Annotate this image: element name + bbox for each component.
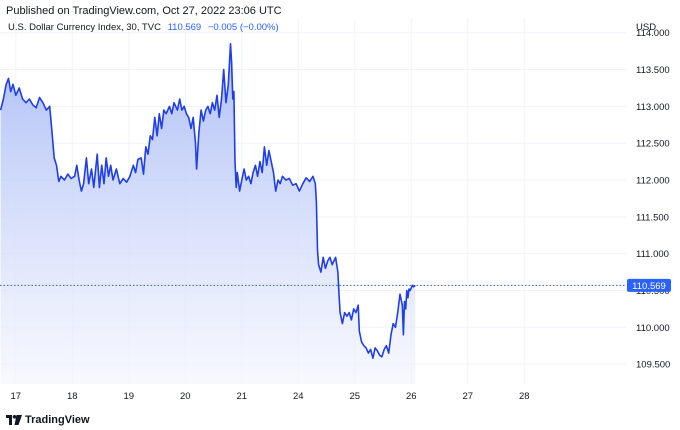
y-tick-label: 113.500 — [636, 65, 670, 76]
y-tick-label: 112.500 — [636, 139, 670, 150]
series-area-fill — [0, 43, 416, 385]
y-tick-label: 113.000 — [636, 102, 670, 113]
y-tick-label: 111.000 — [636, 249, 669, 260]
last-price-tag: 110.569 — [627, 278, 671, 292]
legend-change: −0.005 (−0.00%) — [207, 22, 279, 33]
tradingview-brand: TradingView — [25, 414, 90, 426]
legend-symbol: U.S. Dollar Currency Index, 30, TVC — [8, 22, 161, 33]
x-tick-label: 28 — [519, 391, 530, 402]
last-price-label: 110.569 — [632, 281, 666, 292]
x-tick-label: 18 — [67, 391, 78, 402]
y-axis[interactable]: 109.500110.000110.500111.000111.500112.0… — [636, 28, 670, 370]
tradingview-logo[interactable]: TradingView — [6, 413, 90, 427]
chart-svg: 109.500110.000110.500111.000111.500112.0… — [0, 18, 671, 402]
y-tick-label: 109.500 — [636, 360, 670, 371]
chart-area[interactable]: 109.500110.000110.500111.000111.500112.0… — [0, 18, 680, 410]
x-axis[interactable]: 17 18 19 20 21 24 25 26 27 28 — [11, 391, 530, 402]
y-tick-label: 111.500 — [636, 212, 669, 223]
series-line — [0, 43, 416, 359]
chart-legend: U.S. Dollar Currency Index, 30, TVC 110.… — [8, 22, 279, 33]
currency-label: USD — [636, 22, 657, 33]
x-tick-label: 26 — [406, 391, 417, 402]
legend-last-price: 110.569 — [167, 22, 202, 33]
published-banner: Published on TradingView.com, Oct 27, 20… — [6, 5, 282, 17]
tradingview-logo-icon — [6, 415, 22, 425]
x-tick-label: 24 — [293, 391, 304, 402]
y-tick-label: 110.000 — [636, 323, 670, 334]
x-tick-label: 25 — [350, 391, 361, 402]
x-tick-label: 17 — [11, 391, 22, 402]
x-tick-label: 20 — [180, 391, 191, 402]
x-tick-label: 21 — [237, 391, 248, 402]
x-tick-label: 19 — [124, 391, 135, 402]
y-tick-label: 112.000 — [636, 176, 670, 187]
x-tick-label: 27 — [463, 391, 474, 402]
y-tick-label: 114.000 — [636, 28, 670, 39]
